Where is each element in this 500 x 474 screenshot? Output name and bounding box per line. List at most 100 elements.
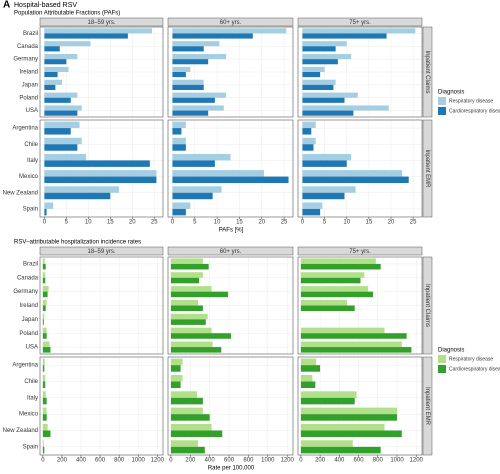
column-strip: [297, 246, 423, 256]
bar: [42, 391, 46, 398]
row-strip: [422, 256, 433, 355]
bar: [172, 121, 186, 129]
category-label: Ireland: [20, 70, 38, 76]
bar: [42, 365, 45, 372]
column-label: 18–59 yrs.: [87, 249, 115, 255]
bar: [300, 258, 376, 264]
category-label: Italy: [27, 395, 38, 401]
bar: [300, 407, 398, 415]
column-label: 75+ yrs.: [349, 20, 371, 26]
bar: [42, 407, 47, 415]
bar: [302, 33, 387, 39]
x-tick-label: 1000: [261, 458, 275, 464]
bar: [42, 446, 45, 454]
x-tick-label: 800: [373, 458, 384, 464]
bar: [172, 144, 186, 151]
x-tick-label: 400: [334, 458, 345, 464]
category-label: Brazil: [23, 31, 38, 37]
bar: [170, 299, 199, 306]
panel: [40, 357, 163, 455]
bar: [44, 137, 82, 145]
bar: [170, 277, 200, 284]
bar: [172, 97, 215, 103]
bar: [42, 374, 46, 382]
panel-border: [167, 26, 294, 118]
x-tick-label: 25: [281, 220, 288, 226]
panel: [298, 120, 422, 217]
bar: [172, 54, 227, 60]
category-label: Japan: [22, 82, 38, 88]
bar: [300, 381, 316, 389]
bar: [300, 391, 357, 398]
bar: [170, 341, 213, 348]
bar: [170, 305, 203, 312]
x-tick-label: 10: [214, 220, 221, 226]
panel: [168, 357, 293, 455]
bar: [300, 374, 313, 382]
bar: [42, 341, 50, 348]
category-label: Japan: [22, 317, 38, 323]
bar: [172, 160, 215, 167]
bar: [170, 446, 205, 454]
bar: [170, 333, 231, 339]
legend-label: Respiratory disease: [449, 356, 493, 362]
bar: [42, 286, 49, 292]
bar: [302, 84, 334, 90]
category-label: Mexico: [19, 412, 39, 418]
category-label: Ireland: [20, 303, 38, 309]
x-tick-label: 20: [258, 220, 265, 226]
x-tick-label: 400: [205, 458, 216, 464]
bar: [44, 79, 62, 85]
bar: [172, 84, 204, 90]
panel-border: [167, 119, 294, 218]
bar: [44, 59, 67, 65]
bar: [302, 46, 336, 52]
bar: [170, 319, 206, 325]
x-tick-label: 15: [236, 220, 243, 226]
legend-swatch: [438, 355, 446, 363]
bar: [44, 144, 78, 151]
category-label: Spain: [23, 206, 38, 212]
bar: [44, 128, 71, 135]
bar: [42, 258, 45, 264]
bar: [172, 46, 204, 52]
bar: [42, 299, 47, 306]
x-tick-label: 800: [114, 458, 125, 464]
bar: [172, 208, 186, 216]
bar: [44, 176, 157, 184]
bar: [302, 170, 403, 177]
bar: [170, 430, 223, 438]
category-label: Brazil: [23, 262, 38, 268]
bar: [44, 202, 54, 209]
x-tick-label: 25: [410, 220, 417, 226]
bar: [300, 430, 402, 438]
bar: [302, 79, 336, 85]
bar: [44, 160, 150, 167]
x-tick-label: 10: [85, 220, 92, 226]
bar: [42, 263, 46, 270]
category-label: Poland: [19, 331, 38, 337]
x-tick-label: 1200: [281, 458, 295, 464]
bar: [302, 28, 416, 34]
column-strip: [39, 246, 164, 256]
x-axis-label: PAFs [%]: [219, 228, 244, 234]
row-label: Inpatient EMR: [424, 149, 430, 188]
bar: [170, 286, 212, 292]
bar: [170, 423, 212, 431]
category-label: Germany: [13, 57, 38, 63]
column-label: 18–59 yrs.: [87, 20, 115, 26]
bar: [302, 192, 345, 200]
x-axis-label: Rate per 100,000: [208, 466, 255, 472]
x-tick-label: 10: [343, 220, 350, 226]
panel-border: [297, 26, 423, 118]
bar: [42, 291, 48, 298]
category-label: Germany: [13, 289, 38, 295]
x-tick-label: 1200: [151, 458, 165, 464]
bar: [170, 391, 198, 398]
bar: [172, 137, 186, 145]
bar: [172, 59, 209, 65]
bar: [300, 299, 348, 306]
bar: [42, 397, 47, 405]
category-label: Argentina: [12, 363, 38, 369]
bar: [44, 66, 69, 72]
